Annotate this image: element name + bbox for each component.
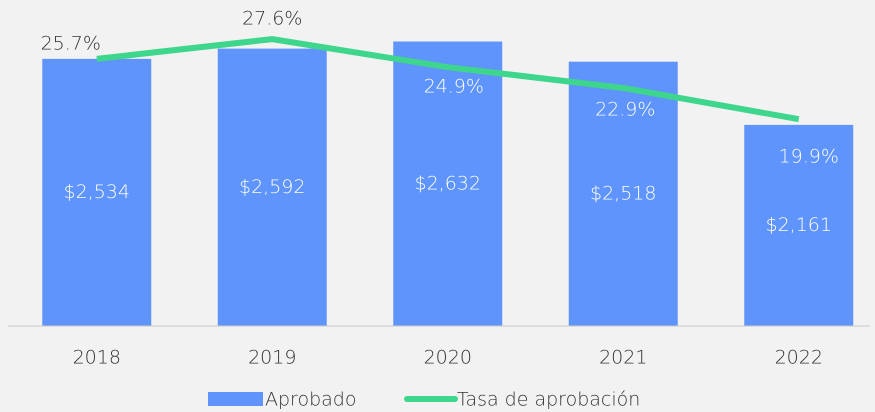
- rate-value-label: 27.6%: [242, 8, 302, 30]
- bar-value-label: $2,518: [590, 182, 656, 204]
- bar-value-label: $2,632: [415, 172, 481, 194]
- bar: [744, 124, 854, 326]
- rate-value-label: 19.9%: [779, 146, 839, 168]
- rate-value-label: 24.9%: [424, 76, 484, 98]
- x-tick-label: 2019: [248, 347, 296, 369]
- bar-value-label: $2,534: [64, 181, 130, 203]
- x-tick-label: 2018: [73, 347, 121, 369]
- rate-value-label: 25.7%: [41, 32, 101, 54]
- x-tick-label: 2021: [599, 347, 647, 369]
- bar: [393, 41, 503, 327]
- legend-label: Tasa de aprobación: [457, 389, 640, 411]
- rate-line: [96, 36, 800, 123]
- x-tick-label: 2020: [424, 347, 472, 369]
- bar-value-label: $2,161: [766, 214, 832, 236]
- bar: [217, 48, 327, 327]
- bar-value-label: $2,592: [239, 176, 305, 198]
- bar: [42, 58, 152, 326]
- x-tick-label: 2022: [775, 347, 823, 369]
- legend-label: Aprobado: [265, 389, 356, 411]
- rate-value-label: 22.9%: [595, 98, 655, 120]
- bar: [568, 61, 678, 327]
- legend-swatch: [208, 392, 263, 406]
